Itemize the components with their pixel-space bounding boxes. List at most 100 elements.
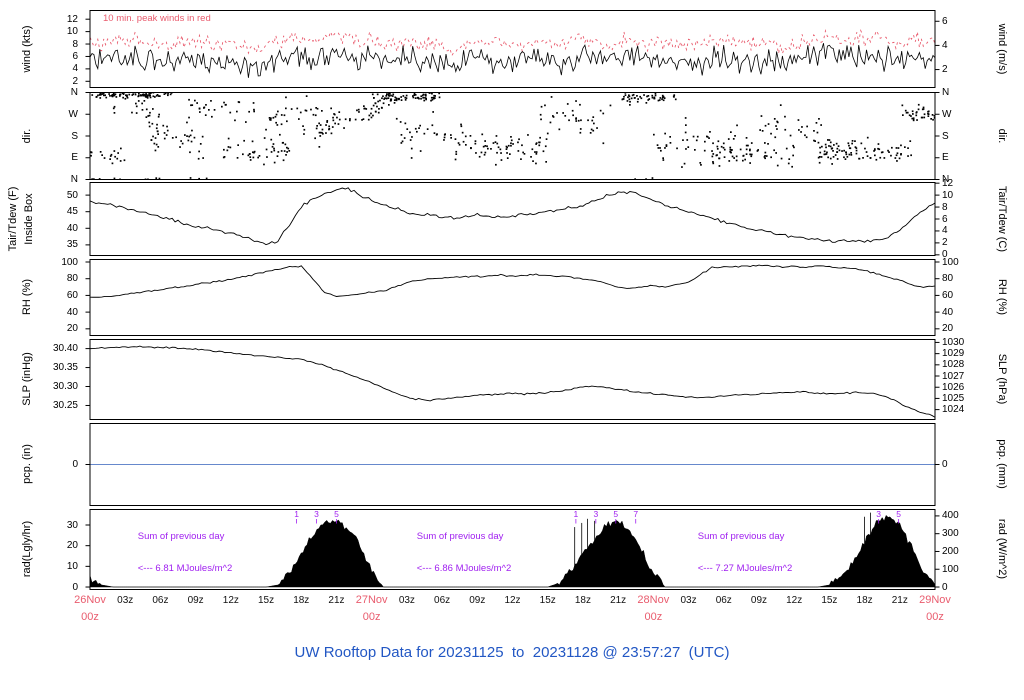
x-tick-label: 18z [293, 595, 310, 606]
y-tick-label: 30.25 [52, 399, 78, 411]
y-tick-label: 1028 [942, 359, 965, 371]
slp-right-axis-label: SLP (hPa) [996, 353, 1008, 405]
y-tick-label: 8 [942, 201, 948, 213]
x-tick-label: 18z [856, 595, 873, 606]
rad-sum-note-day2: Sum of previous day <--- 6.86 MJoules/m^… [417, 511, 511, 595]
x-tick-label: 15z [539, 595, 556, 606]
rh-plot [85, 259, 940, 336]
rh-right-axis-label: RH (%) [996, 278, 1008, 316]
rh-left-axis-label: RH (%) [21, 278, 33, 316]
rad-left-axis-label: rad(Lgly/hr) [21, 520, 33, 578]
rad-sum-day1-line2: <--- 6.81 MJoules/m^2 [137, 562, 233, 574]
y-tick-label: 1024 [942, 404, 965, 416]
y-tick-label: 10 [66, 560, 78, 572]
x-tick-label: 06z [715, 595, 732, 606]
y-tick-label: 0 [942, 249, 948, 261]
svg-text:3: 3 [876, 509, 881, 519]
pcp-plot [85, 423, 940, 506]
y-tick-label: 2 [72, 75, 78, 87]
y-tick-label: 60 [942, 289, 954, 301]
rad-right-axis-label: rad (W/m^2) [996, 518, 1008, 580]
y-tick-label: 4 [942, 39, 948, 51]
slp-plot [85, 339, 940, 420]
svg-text:1: 1 [294, 509, 299, 519]
x-tick-label: 03z [398, 595, 415, 606]
x-tick-label: 03z [117, 595, 134, 606]
x-tick-label: 18z [574, 595, 591, 606]
y-tick-label: 100 [942, 563, 959, 575]
rad-sum-day1-line1: Sum of previous day [137, 531, 225, 542]
svg-text:5: 5 [334, 509, 339, 519]
slp-left-axis-label: SLP (inHg) [21, 352, 33, 406]
rad-sum-day3-line2: <--- 7.27 MJoules/m^2 [697, 562, 793, 574]
y-tick-label: S [942, 130, 949, 142]
y-tick-label: 10 [66, 26, 78, 38]
x-tick-label: 09z [750, 595, 768, 606]
y-tick-label: 20 [66, 323, 78, 335]
y-tick-label: 200 [942, 545, 959, 557]
x-day-label-hour: 00z [81, 611, 99, 623]
y-tick-label: 100 [61, 256, 78, 268]
x-tick-label: 12z [222, 595, 239, 606]
x-tick-label: 21z [891, 595, 908, 606]
svg-text:5: 5 [896, 509, 901, 519]
y-tick-label: 0 [942, 459, 948, 470]
y-tick-label: 100 [942, 256, 959, 268]
y-tick-label: 1025 [942, 392, 965, 404]
chart-title: UW Rooftop Data for 20231125 to 20231128… [294, 644, 730, 661]
rad-sum-day2-line1: Sum of previous day [416, 531, 504, 542]
temp-inside-box-label: Inside Box [23, 193, 35, 245]
x-day-label: 29Nov [919, 594, 951, 606]
y-tick-label: E [942, 152, 949, 164]
y-tick-label: 45 [66, 206, 78, 218]
temp-left-axis-label: Tair/Tdew (F) [7, 186, 19, 252]
y-tick-label: N [942, 174, 950, 185]
y-tick-label: 1026 [942, 381, 965, 393]
y-tick-label: 20 [66, 540, 78, 552]
y-tick-label: 6 [72, 50, 78, 62]
x-tick-label: 09z [469, 595, 486, 606]
y-tick-label: N [70, 87, 78, 98]
y-tick-label: 12 [66, 13, 78, 25]
y-tick-label: 4 [72, 63, 78, 75]
pcp-left-axis-label: pcp. (in) [21, 444, 33, 484]
rad-sum-day2-line2: <--- 6.86 MJoules/m^2 [416, 562, 512, 574]
y-tick-label: 30.40 [52, 343, 78, 355]
y-tick-label: 0 [942, 581, 948, 593]
temp-right-axis-label: Tair/Tdew (C) [996, 185, 1008, 253]
x-tick-label: 06z [152, 595, 169, 606]
y-tick-label: 40 [942, 306, 954, 318]
temp-plot [85, 182, 940, 256]
y-tick-label: 30.35 [52, 362, 78, 374]
svg-text:7: 7 [633, 509, 638, 519]
y-tick-label: 80 [942, 273, 954, 285]
wind-right-axis-label: wind (m/s) [996, 23, 1008, 75]
y-tick-label: 40 [66, 306, 78, 318]
y-tick-label: 35 [66, 239, 78, 251]
y-tick-label: 10 [942, 189, 954, 201]
x-day-label: 26Nov [74, 594, 106, 606]
x-tick-label: 15z [821, 595, 838, 606]
y-tick-label: N [70, 174, 78, 185]
y-tick-label: S [71, 130, 78, 142]
x-tick-label: 12z [504, 595, 521, 606]
peak-winds-note: 10 min. peak winds in red [103, 13, 211, 24]
y-tick-label: 40 [66, 222, 78, 234]
x-day-label: 27Nov [355, 594, 388, 606]
y-tick-label: 2 [942, 237, 948, 249]
x-tick-label: 21z [328, 595, 345, 606]
svg-text:3: 3 [593, 509, 598, 519]
y-tick-label: 1030 [942, 336, 965, 348]
y-tick-label: E [71, 152, 78, 164]
y-tick-label: 50 [66, 189, 78, 201]
y-tick-label: 60 [66, 289, 78, 301]
y-tick-label: 80 [66, 273, 78, 285]
y-tick-label: 20 [942, 323, 954, 335]
rad-plot: 1 3 5 1 3 5 7 3 5 [85, 509, 940, 590]
x-tick-label: 21z [610, 595, 627, 606]
y-tick-label: 30 [66, 519, 78, 531]
dir-plot [85, 92, 940, 180]
x-tick-label: 15z [257, 595, 275, 606]
wind-plot [85, 10, 940, 88]
y-tick-label: 300 [942, 528, 959, 540]
